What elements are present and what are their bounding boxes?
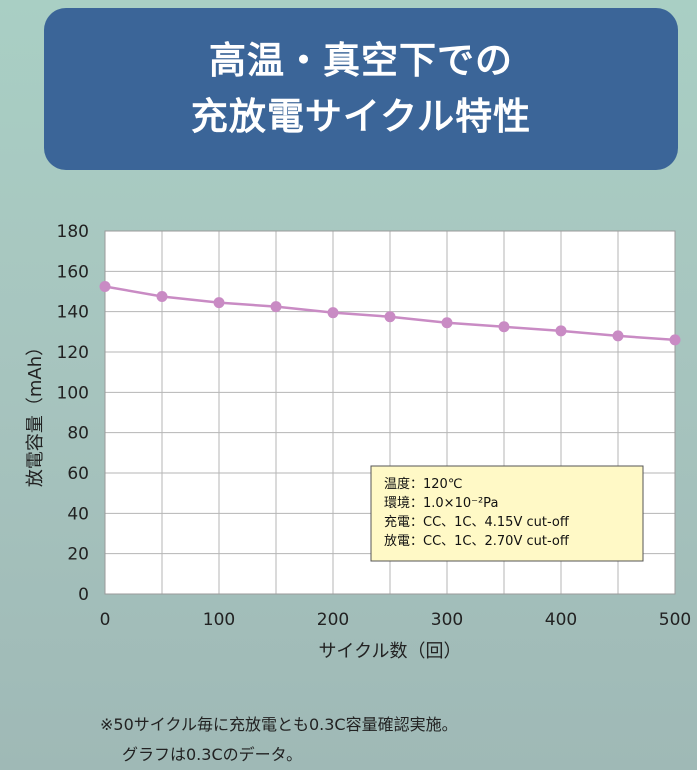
title-banner: 高温・真空下での 充放電サイクル特性 [44, 8, 678, 170]
data-point-0-3 [270, 301, 282, 313]
condition-note-line-0: 温度：120℃ [384, 476, 462, 492]
data-point-0-10 [669, 334, 681, 346]
data-point-0-0 [99, 280, 111, 292]
data-point-0-6 [441, 317, 453, 329]
x-tick-label-2: 200 [317, 610, 349, 630]
condition-note-box [370, 465, 644, 562]
x-tick-label-1: 100 [203, 610, 235, 630]
x-tick-label-3: 300 [431, 610, 463, 630]
y-tick-label-9: 180 [57, 222, 89, 242]
data-point-0-4 [327, 307, 339, 319]
y-tick-label-5: 100 [57, 383, 89, 403]
data-point-0-9 [612, 330, 624, 342]
footnote-line-1: ※50サイクル毎に充放電とも0.3C容量確認実施。 [100, 715, 458, 734]
data-point-0-7 [498, 321, 510, 333]
title-line-1: 高温・真空下での [209, 39, 513, 82]
footnote-line-2: グラフは0.3Cのデータ。 [122, 745, 303, 764]
data-point-0-8 [555, 325, 567, 337]
condition-note-line-1: 環境：1.0×10⁻²Pa [384, 496, 498, 511]
condition-note-line-3: 放電：CC、1C、2.70V cut-off [384, 534, 570, 549]
data-point-0-1 [156, 291, 168, 303]
y-tick-label-1: 20 [67, 545, 89, 565]
plot-frame [104, 230, 676, 595]
y-tick-label-3: 60 [67, 464, 89, 484]
data-point-0-2 [213, 297, 225, 309]
y-tick-label-7: 140 [57, 303, 89, 323]
y-tick-label-0: 0 [78, 585, 89, 605]
title-line-2: 充放電サイクル特性 [190, 95, 532, 138]
x-tick-label-4: 400 [545, 610, 577, 630]
x-axis-title: サイクル数（回） [318, 641, 461, 662]
y-tick-label-2: 40 [67, 504, 89, 524]
x-tick-label-0: 0 [100, 610, 111, 630]
y-tick-label-6: 120 [57, 343, 89, 363]
y-tick-label-4: 80 [67, 424, 89, 444]
footnote: ※50サイクル毎に充放電とも0.3C容量確認実施。 グラフは0.3Cのデータ。 [100, 710, 458, 770]
condition-note-line-2: 充電：CC、1C、4.15V cut-off [384, 514, 570, 530]
data-point-0-5 [384, 311, 396, 323]
y-tick-label-8: 160 [57, 262, 89, 282]
y-axis-title: 放電容量（mAh） [25, 338, 46, 487]
x-tick-label-5: 500 [659, 610, 691, 630]
